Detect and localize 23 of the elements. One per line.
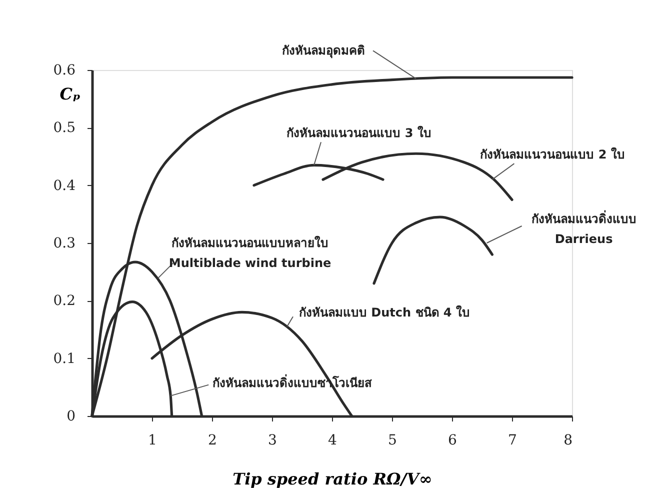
x-tick-label: 5 xyxy=(388,432,397,448)
annotation: กังหันลมแนวนอนแบบหลายใบ Multiblade wind turbine xyxy=(168,235,332,270)
y-axis-title: Cₚ xyxy=(60,84,81,104)
x-tick-label: 6 xyxy=(448,432,458,448)
y-tick-label: 0 xyxy=(66,408,76,424)
y-tick-label: 0.3 xyxy=(53,236,76,252)
x-tick-label: 7 xyxy=(508,432,517,448)
x-tick-label: 4 xyxy=(328,432,338,448)
x-axis-title: Tip speed ratio RΩ/V∞ xyxy=(232,470,432,488)
y-tick-label: 0.4 xyxy=(53,178,76,194)
y-tick-label: 0.2 xyxy=(53,293,76,310)
annotation: กังหันลมแบบ Dutch ชนิด 4 ใบ xyxy=(299,304,470,320)
annotation: กังหันลมแนวดิ่งแบบ Darrieus xyxy=(531,210,636,246)
x-tick-label: 2 xyxy=(208,432,217,448)
y-tick-label: 0.5 xyxy=(53,120,76,136)
x-tick-label: 8 xyxy=(564,432,572,448)
annotation: กังหันลมอุดมคติ xyxy=(282,44,365,59)
annotation: กังหันลมแนวนอนแบบ 2 ใบ xyxy=(480,146,625,162)
y-tick-label: 0.6 xyxy=(53,62,76,78)
x-tick-label: 1 xyxy=(148,432,157,448)
x-tick-label: 3 xyxy=(268,432,277,448)
y-tick-label: 0.1 xyxy=(53,350,76,367)
annotation: กังหันลมแนวนอนแบบ 3 ใบ xyxy=(286,125,432,140)
